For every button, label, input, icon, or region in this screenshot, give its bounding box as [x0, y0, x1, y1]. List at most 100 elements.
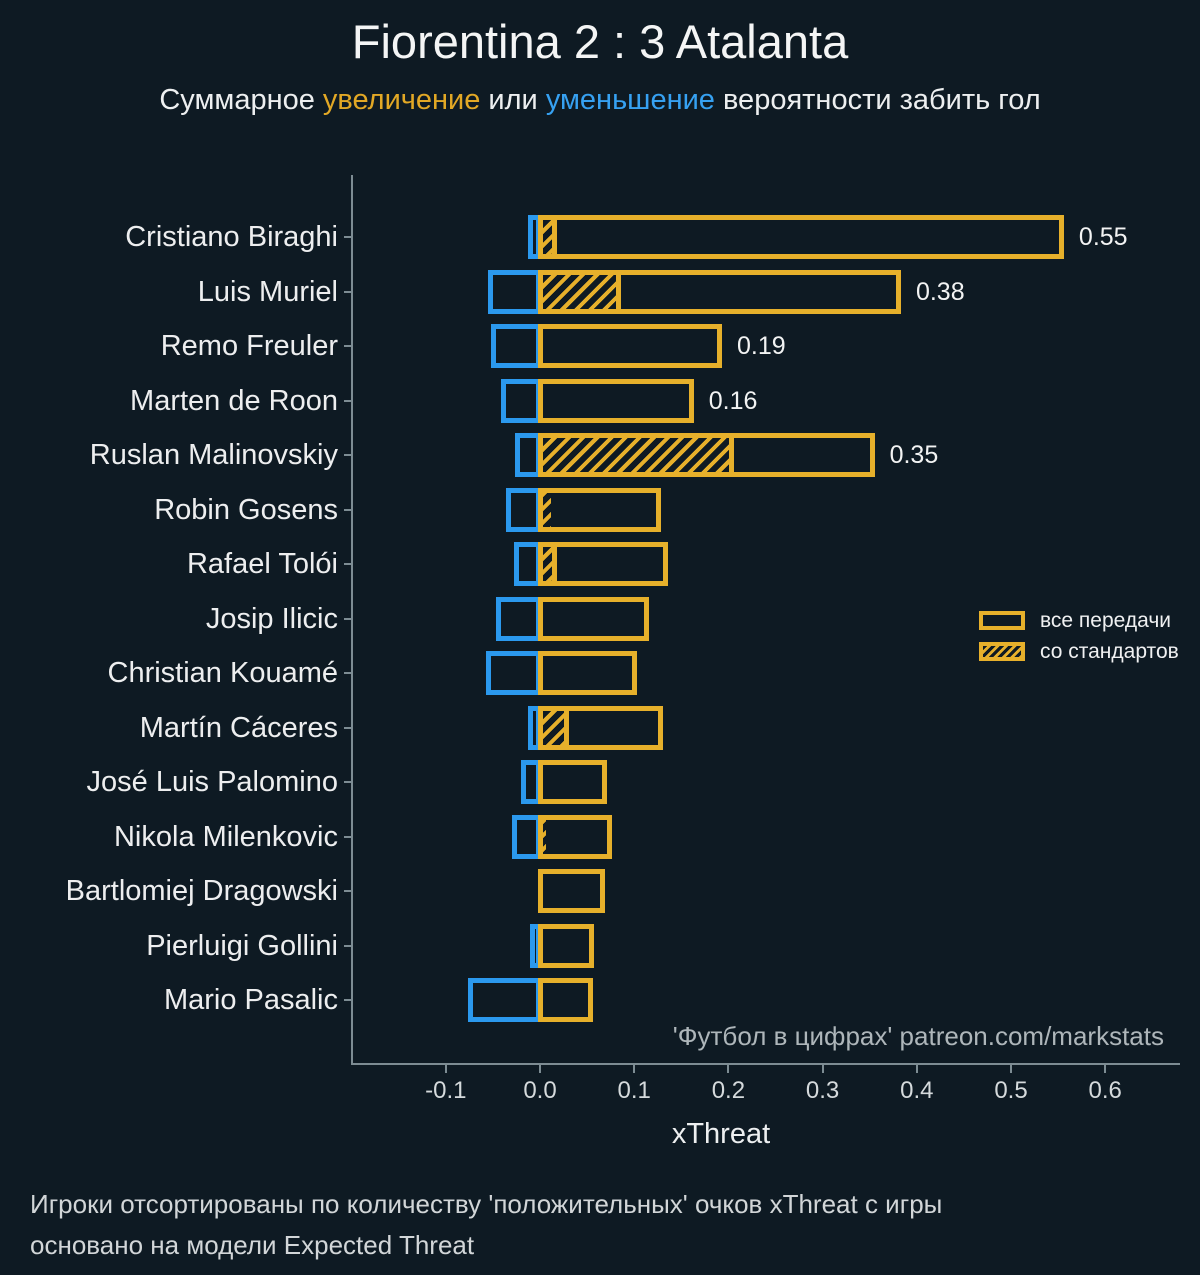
- player-name: Nikola Milenkovic: [113, 820, 338, 853]
- positive-bar: [538, 814, 612, 859]
- player-name: Rafael Tolói: [186, 548, 338, 580]
- y-tick-mark: [344, 726, 351, 729]
- bar-value-label: 0.19: [736, 332, 786, 360]
- x-tick-label: 0.4: [900, 1077, 934, 1104]
- positive-bar: [538, 869, 606, 913]
- x-axis-spine: [351, 1063, 1180, 1065]
- x-tick-mark: [444, 1065, 447, 1073]
- player-name: Mario Pasalic: [163, 984, 338, 1016]
- y-axis-spine: [351, 175, 353, 1063]
- y-tick-mark: [344, 236, 351, 238]
- positive-bar: [538, 378, 694, 423]
- legend-label: со стандартов: [1040, 639, 1179, 663]
- negative-bar: [468, 978, 541, 1022]
- set-piece-hatched-bar: [538, 269, 622, 314]
- page-title: Fiorentina 2 : 3 Atalanta: [351, 15, 849, 68]
- subtitle-text: или: [480, 84, 546, 116]
- legend-item-all-passes: все передачи: [979, 605, 1179, 636]
- negative-bar: [487, 269, 541, 314]
- x-tick-mark: [539, 1065, 541, 1073]
- player-name: Bartlomiej Dragowski: [65, 875, 338, 907]
- subtitle-text: вероятности забить гол: [714, 84, 1041, 116]
- set-piece-hatched-bar: [538, 215, 558, 259]
- player-name: Martín Cáceres: [139, 711, 338, 744]
- bar-value-label: 0.16: [708, 386, 758, 415]
- watermark-credit: 'Футбол в цифрах' patreon.com/markstats: [672, 1021, 1164, 1051]
- negative-bar: [514, 542, 541, 586]
- set-piece-hatched-bar: [538, 433, 735, 477]
- player-name: Pierluigi Gollini: [146, 929, 338, 962]
- negative-bar: [501, 378, 541, 423]
- x-tick-mark: [1104, 1065, 1107, 1073]
- x-tick-label: -0.1: [425, 1077, 467, 1104]
- y-tick-mark: [344, 781, 351, 783]
- positive-bar: [538, 651, 638, 695]
- y-tick-mark: [344, 999, 351, 1001]
- positive-bar: [538, 760, 608, 804]
- subtitle-text: Суммарное: [159, 84, 323, 116]
- legend-swatch-outlined: [979, 611, 1025, 630]
- x-tick-mark: [821, 1065, 824, 1073]
- y-tick-mark: [344, 835, 351, 838]
- plot-area: -0.1 0.0 0.1 0.2 0.3 0.4 0.5 0.6 Cristiano Birag…: [66, 175, 1180, 1104]
- player-name: Cristiano Biraghi: [125, 221, 338, 253]
- player-name: Ruslan Malinovskiy: [89, 439, 338, 471]
- x-tick-label: 0.2: [711, 1077, 746, 1104]
- y-tick-mark: [344, 399, 351, 402]
- y-tick-mark: [344, 672, 351, 674]
- legend-swatch-hatched: [979, 642, 1025, 661]
- y-tick-mark: [344, 944, 351, 947]
- negative-bar: [490, 324, 541, 368]
- positive-bar: [538, 324, 722, 368]
- positive-bar: [538, 596, 649, 641]
- x-axis-title: xThreat: [671, 1118, 771, 1150]
- footnote: Игроки отсортированы по количеству 'поло…: [30, 1184, 942, 1266]
- legend: все передачи со стандартов: [979, 605, 1179, 667]
- negative-bar: [505, 487, 541, 532]
- footnote-line-2: основано на модели Expected Threat: [30, 1230, 475, 1260]
- set-piece-hatched-bar: [538, 542, 558, 586]
- player-name: Josip Ilicic: [205, 602, 338, 635]
- y-tick-mark: [344, 290, 351, 293]
- negative-bar: [486, 651, 541, 695]
- positive-bar: [538, 215, 1064, 259]
- x-tick-mark: [1010, 1065, 1012, 1073]
- chart-subtitle: Суммарное увеличение или уменьшение веро…: [0, 84, 1200, 117]
- y-tick-mark: [344, 890, 351, 892]
- player-name: José Luis Palomino: [86, 766, 338, 798]
- x-tick-label: 0.3: [805, 1077, 840, 1104]
- player-name: Christian Kouamé: [107, 657, 339, 689]
- y-tick-mark: [344, 454, 351, 456]
- x-tick-mark: [633, 1065, 636, 1073]
- legend-item-set-pieces: со стандартов: [979, 636, 1179, 667]
- x-tick-label: 0.1: [617, 1077, 651, 1104]
- player-name: Luis Muriel: [197, 275, 338, 308]
- positive-bar: [538, 978, 593, 1022]
- set-piece-hatched-bar: [538, 487, 551, 532]
- positive-bar: [538, 542, 669, 586]
- bar-value-label: 0.38: [915, 277, 965, 306]
- subtitle-decrease-word: уменьшение: [545, 84, 715, 116]
- set-piece-hatched-bar: [538, 705, 570, 750]
- subtitle-increase-word: увеличение: [322, 84, 481, 116]
- bar-value-label: 0.35: [889, 441, 939, 469]
- x-tick-mark: [727, 1065, 730, 1073]
- x-tick-label: 0.0: [523, 1077, 557, 1104]
- negative-bar: [496, 596, 541, 641]
- y-tick-mark: [344, 617, 351, 620]
- x-tick-label: 0.6: [1088, 1077, 1122, 1104]
- footnote-line-1: Игроки отсортированы по количеству 'поло…: [30, 1189, 943, 1219]
- y-tick-mark: [344, 345, 351, 347]
- positive-bar: [538, 923, 594, 968]
- x-tick-mark: [915, 1065, 918, 1073]
- bar-value-label: 0.55: [1078, 223, 1128, 251]
- negative-bar: [511, 814, 541, 859]
- player-name: Robin Gosens: [154, 493, 338, 526]
- legend-label: все передачи: [1040, 608, 1172, 632]
- player-name: Remo Freuler: [160, 330, 338, 362]
- player-name: Marten de Roon: [130, 384, 338, 417]
- y-tick-mark: [344, 508, 351, 511]
- set-piece-hatched-bar: [538, 814, 546, 859]
- x-tick-label: 0.5: [994, 1077, 1028, 1104]
